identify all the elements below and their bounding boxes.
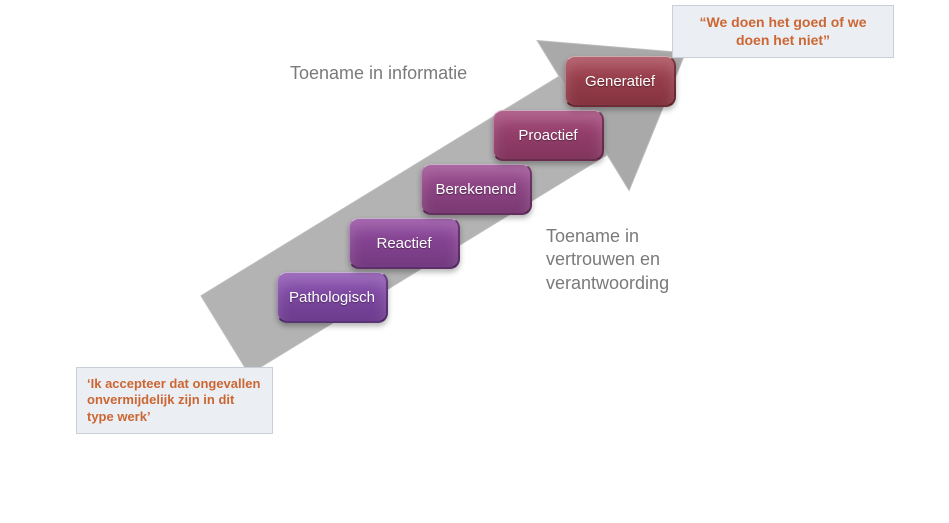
step-label: Reactief: [376, 235, 431, 252]
callout-bottom-left-text: ‘Ik accepteer dat ongevallen onvermijdel…: [87, 376, 260, 424]
diagram-stage: { "canvas": { "width": 949, "height": 52…: [0, 0, 949, 523]
step-proactief: Proactief: [493, 110, 604, 161]
step-reactief: Reactief: [349, 218, 460, 269]
step-label: Pathologisch: [289, 289, 375, 306]
axis-label-info: Toename in informatie: [290, 62, 467, 85]
callout-top-right-text: “We doen het goed of we doen het niet”: [700, 14, 867, 48]
step-label: Generatief: [585, 73, 655, 90]
callout-bottom-left: ‘Ik accepteer dat ongevallen onvermijdel…: [76, 367, 273, 434]
step-berekenend: Berekenend: [421, 164, 532, 215]
callout-top-right: “We doen het goed of we doen het niet”: [672, 5, 894, 58]
axis-label-trust: Toename in vertrouwen en verantwoording: [546, 225, 716, 295]
step-generatief: Generatief: [565, 56, 676, 107]
step-label: Berekenend: [436, 181, 517, 198]
step-pathologisch: Pathologisch: [277, 272, 388, 323]
step-label: Proactief: [518, 127, 577, 144]
